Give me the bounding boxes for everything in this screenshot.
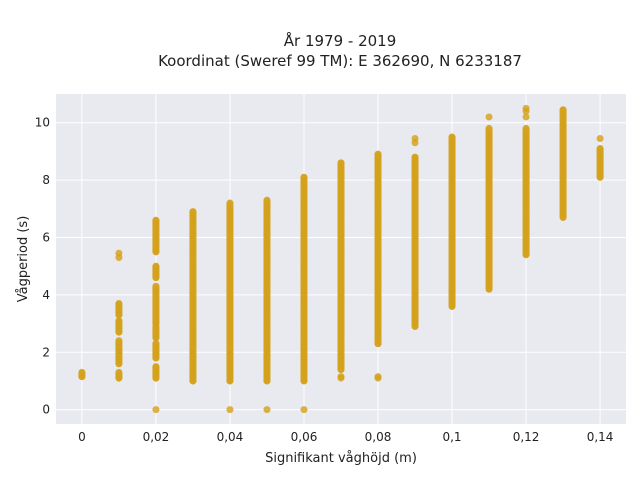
- data-point: [115, 371, 123, 379]
- data-point: [411, 134, 419, 142]
- x-tick-label: 0,06: [291, 430, 318, 444]
- x-tick-label: 0,02: [143, 430, 170, 444]
- x-tick-label: 0,12: [513, 430, 540, 444]
- data-point: [522, 127, 530, 135]
- y-tick-label: 10: [35, 116, 50, 130]
- data-point: [374, 373, 382, 381]
- x-tick-label: 0,04: [217, 430, 244, 444]
- data-point: [485, 127, 493, 135]
- data-point: [300, 406, 308, 414]
- data-point: [596, 134, 604, 142]
- x-axis-label: Signifikant våghöjd (m): [265, 451, 417, 466]
- data-point: [115, 301, 123, 309]
- data-point: [152, 263, 160, 271]
- y-axis-ticks: 0 2 4 6 8 10: [35, 116, 50, 417]
- data-points: [78, 104, 604, 414]
- data-point: [152, 217, 160, 225]
- data-point: [226, 201, 234, 209]
- chart-title-line-2: Koordinat (Sweref 99 TM): E 362690, N 62…: [158, 52, 522, 70]
- x-tick-label: 0,08: [365, 430, 392, 444]
- y-tick-label: 4: [42, 288, 50, 302]
- data-point: [337, 159, 345, 167]
- data-point: [522, 113, 530, 121]
- data-point: [152, 364, 160, 372]
- data-point: [263, 406, 271, 414]
- data-point: [115, 318, 123, 326]
- data-point: [152, 285, 160, 293]
- y-tick-label: 6: [42, 230, 50, 244]
- data-point: [300, 174, 308, 182]
- y-tick-label: 8: [42, 173, 50, 187]
- y-axis-label: Vågperiod (s): [16, 216, 31, 303]
- data-point: [485, 113, 493, 121]
- data-point: [263, 198, 271, 206]
- data-point: [337, 373, 345, 381]
- x-tick-label: 0,14: [587, 430, 614, 444]
- data-point: [189, 208, 197, 216]
- data-point: [448, 134, 456, 142]
- data-point: [152, 406, 160, 414]
- data-point: [115, 249, 123, 257]
- y-tick-label: 0: [42, 403, 50, 417]
- data-point: [374, 150, 382, 158]
- x-tick-label: 0,1: [442, 430, 461, 444]
- x-axis-ticks: 0 0,02 0,04 0,06 0,08 0,1 0,12 0,14: [78, 430, 613, 444]
- data-point: [115, 339, 123, 347]
- data-point: [559, 107, 567, 115]
- data-point: [522, 104, 530, 112]
- data-point: [596, 146, 604, 154]
- data-point: [78, 369, 86, 377]
- x-tick-label: 0: [78, 430, 86, 444]
- data-point: [226, 406, 234, 414]
- data-point: [411, 154, 419, 162]
- chart-title-line-1: År 1979 - 2019: [284, 31, 397, 50]
- y-tick-label: 2: [42, 345, 50, 359]
- data-point: [152, 340, 160, 348]
